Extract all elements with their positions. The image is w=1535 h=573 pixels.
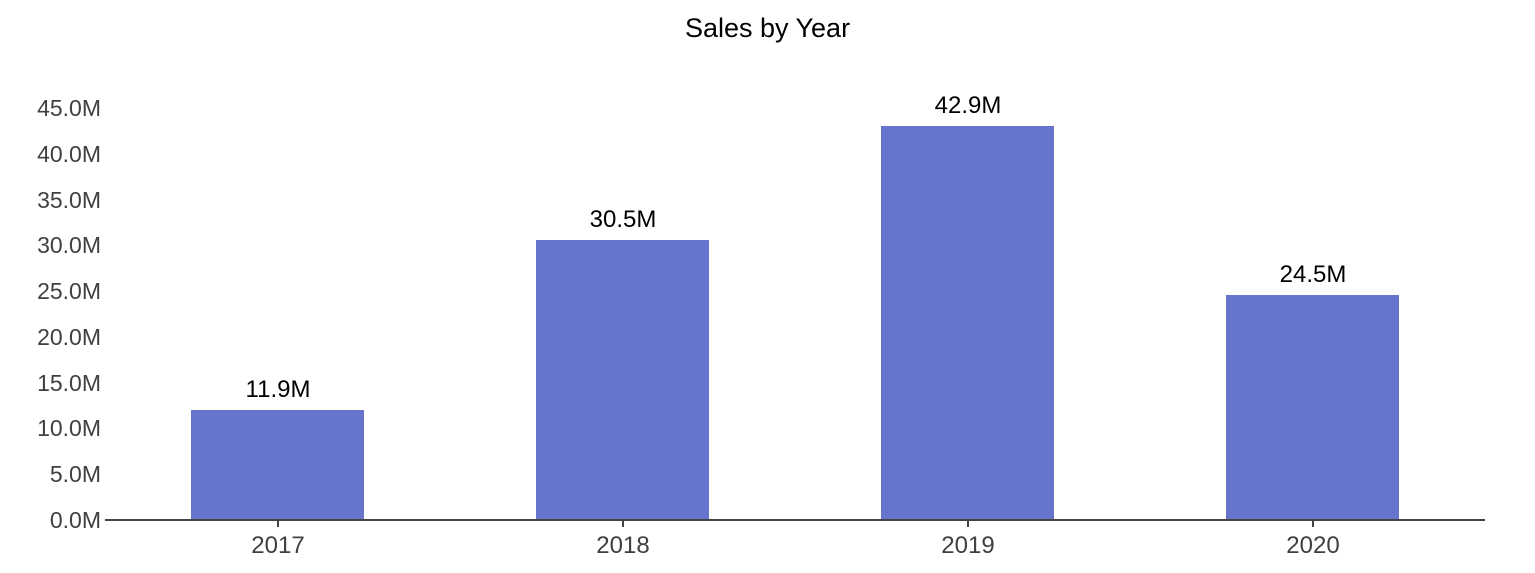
- y-axis-label: 20.0M: [37, 324, 101, 350]
- bar-value-label: 30.5M: [589, 206, 657, 233]
- chart-title: Sales by Year: [684, 13, 851, 43]
- y-axis-label: 30.0M: [37, 232, 101, 258]
- y-axis-label: 40.0M: [37, 141, 101, 167]
- bar-2017: [191, 410, 364, 519]
- y-axis-label: 35.0M: [37, 187, 101, 213]
- x-axis-tick: [1312, 521, 1314, 527]
- bar-value-label: 24.5M: [1279, 261, 1347, 288]
- x-axis-tick: [967, 521, 969, 527]
- x-axis-tick: [622, 521, 624, 527]
- bar-value-label: 11.9M: [245, 376, 311, 403]
- bar-2018: [536, 240, 709, 519]
- x-axis-tick: [277, 521, 279, 527]
- y-axis-label: 25.0M: [37, 278, 101, 304]
- bar-value-label: 42.9M: [934, 92, 1002, 119]
- y-axis-label: 5.0M: [49, 461, 101, 487]
- y-axis-label: 10.0M: [37, 415, 101, 441]
- x-axis-label: 2019: [941, 532, 995, 559]
- bar-2019: [881, 126, 1054, 519]
- y-axis-label: 45.0M: [37, 95, 101, 121]
- y-axis-label: 0.0M: [49, 507, 101, 533]
- x-axis-label: 2018: [596, 532, 650, 559]
- x-axis-label: 2017: [251, 532, 305, 559]
- bar-2020: [1226, 295, 1399, 519]
- x-axis-label: 2020: [1286, 532, 1340, 559]
- x-axis-line: [105, 519, 1485, 521]
- y-axis-label: 15.0M: [37, 370, 101, 396]
